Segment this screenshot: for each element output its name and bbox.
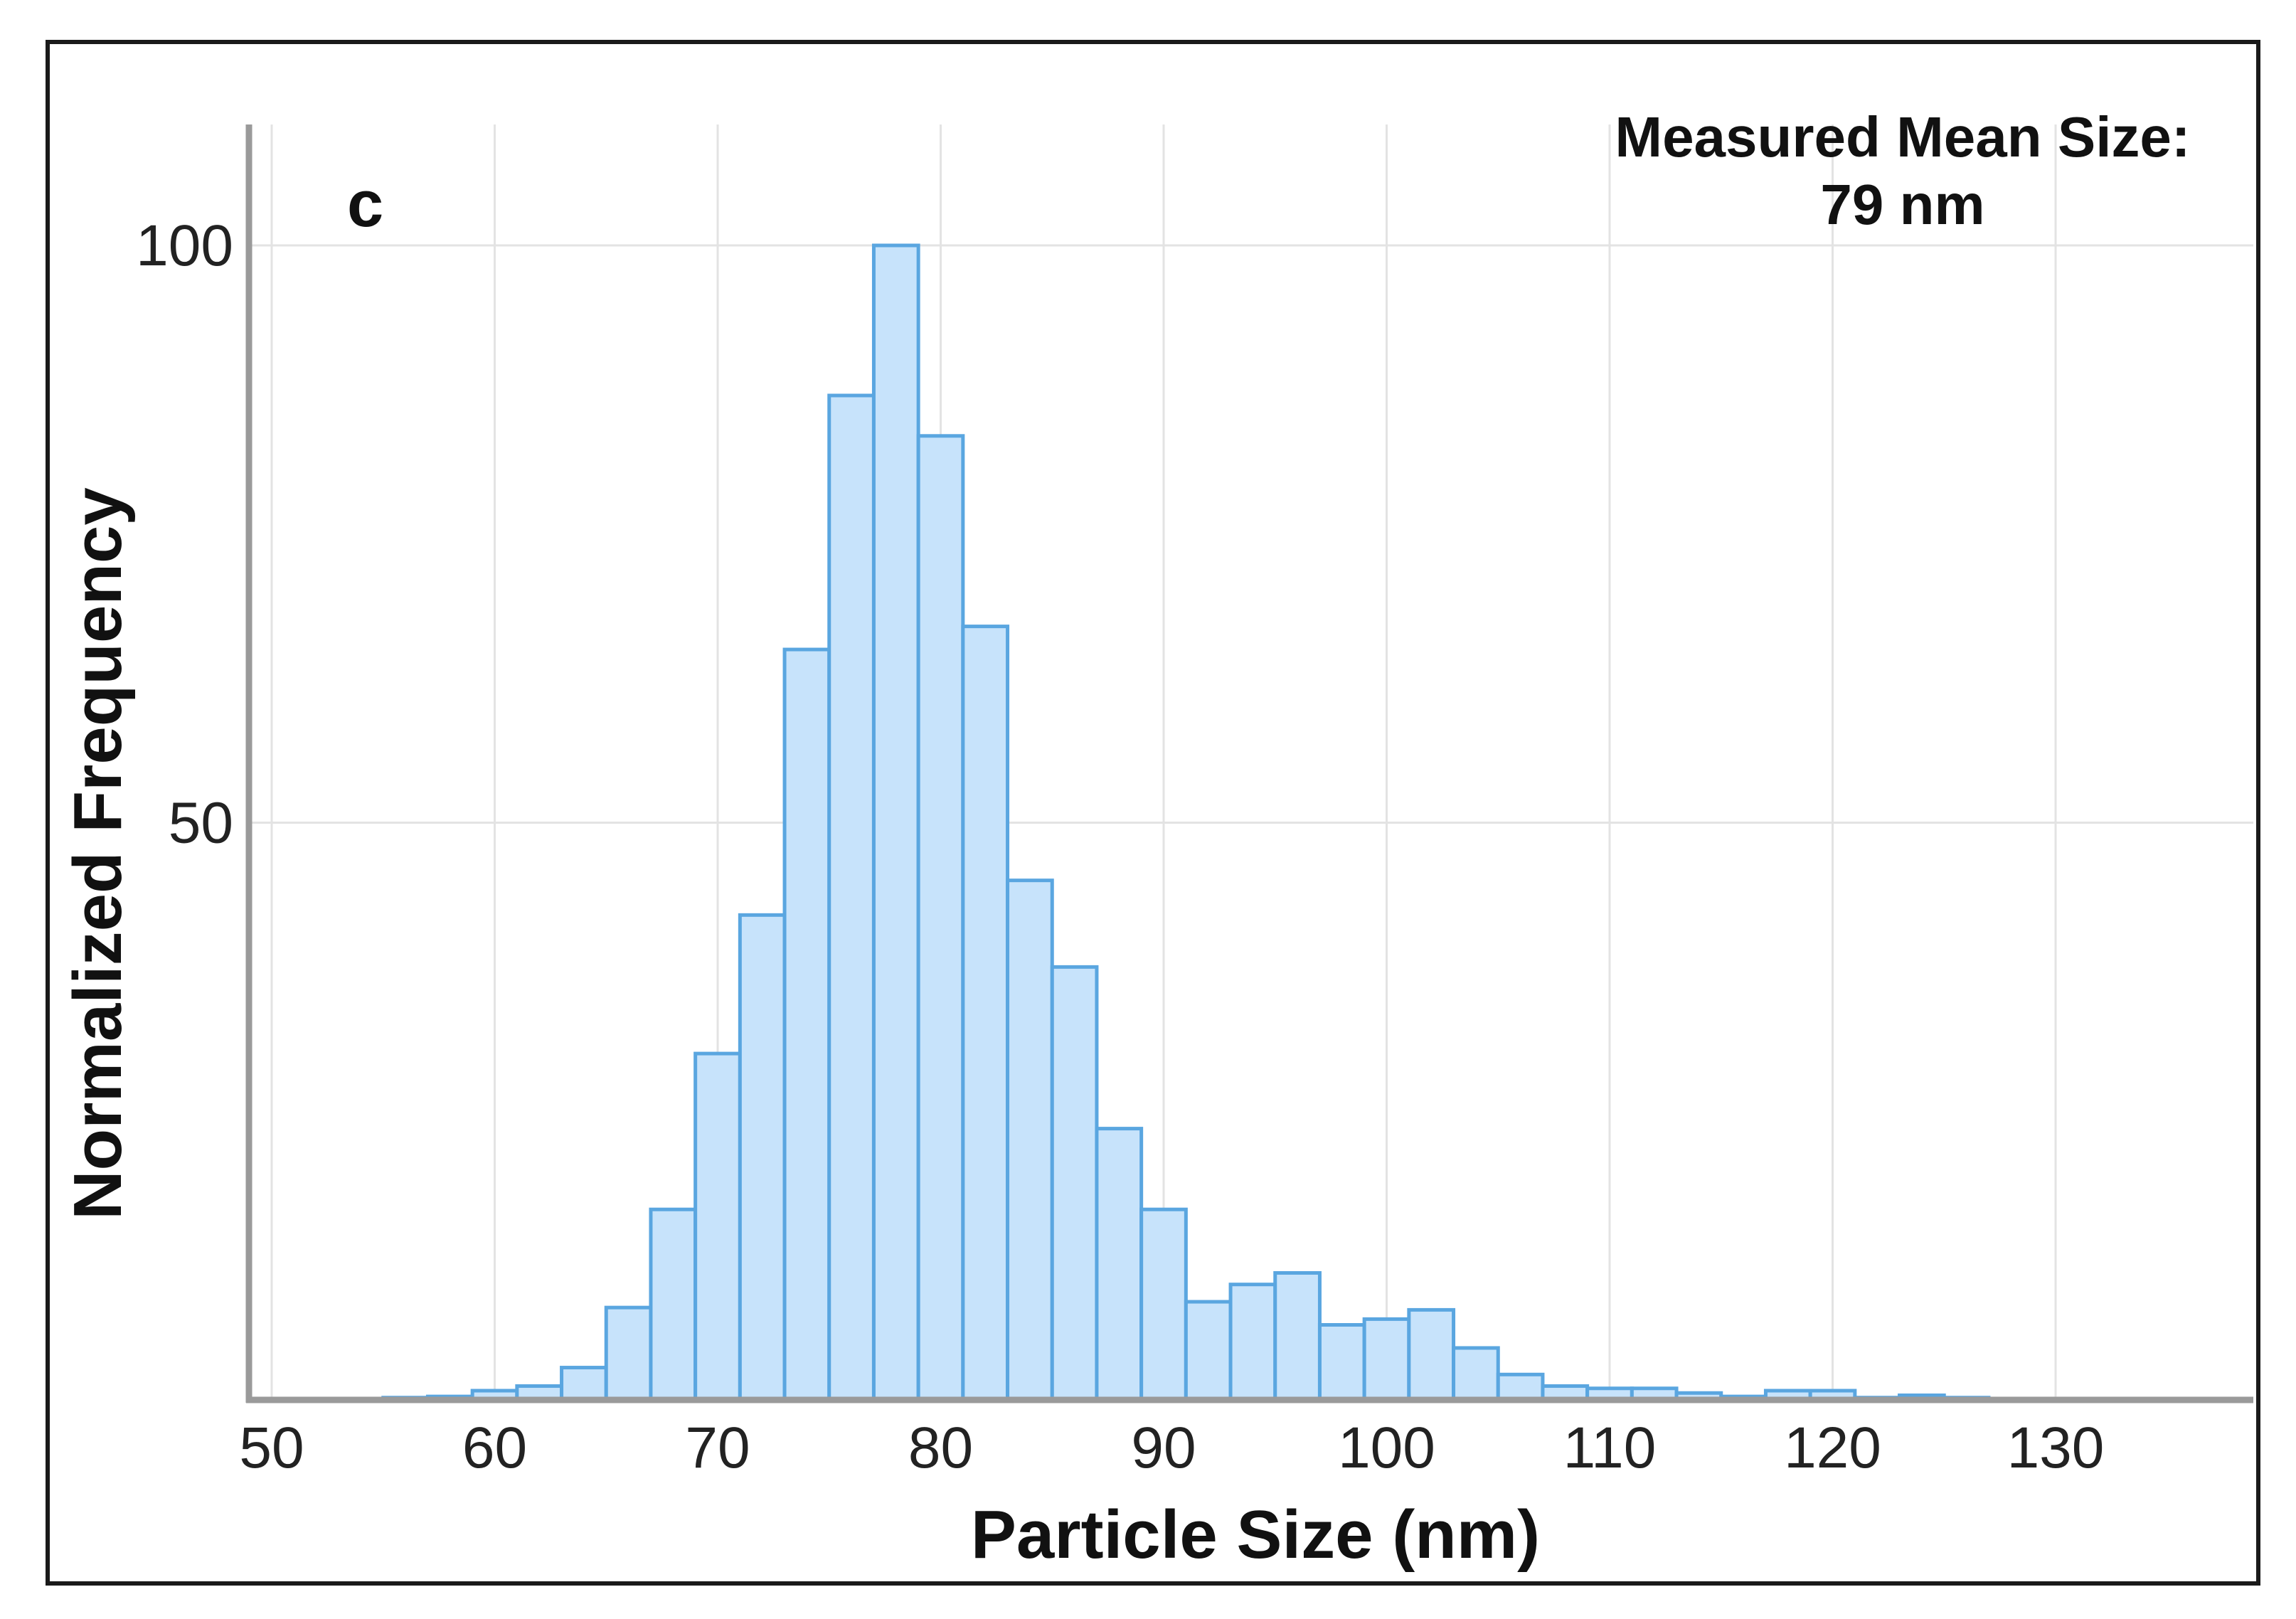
histogram-bar	[827, 393, 876, 1402]
x-tick-label-50: 50	[239, 1416, 304, 1480]
histogram-bar	[560, 1366, 608, 1402]
histogram-bar	[961, 625, 1010, 1402]
x-tick-label-90: 90	[1131, 1416, 1196, 1480]
histogram-bar	[649, 1207, 698, 1402]
histogram-bar	[693, 1051, 742, 1402]
x-tick-label-100: 100	[1338, 1416, 1435, 1480]
histogram-bar	[1273, 1270, 1322, 1402]
histogram-bar	[1095, 1127, 1144, 1402]
figure-frame	[46, 40, 2260, 1586]
histogram-bar	[1006, 878, 1054, 1402]
x-tick-label-120: 120	[1784, 1416, 1881, 1480]
histogram-bar	[1317, 1323, 1366, 1402]
histogram-bar	[1050, 965, 1099, 1402]
histogram-bar	[1496, 1372, 1545, 1402]
histogram-bar	[604, 1305, 653, 1402]
histogram-bar	[916, 434, 965, 1402]
y-axis-label: Normalized Frequency	[60, 487, 136, 1220]
y-tick-label-50: 50	[169, 791, 233, 856]
x-tick-label-80: 80	[908, 1416, 973, 1480]
y-tick-label-100: 100	[136, 213, 233, 278]
x-tick-labels: 50 60 70 80 90 100 110 120 130	[239, 1416, 2104, 1480]
x-tick-label-60: 60	[462, 1416, 527, 1480]
x-axis-label: Particle Size (nm)	[971, 1497, 1540, 1573]
x-tick-label-70: 70	[685, 1416, 750, 1480]
histogram-bar	[1184, 1300, 1233, 1402]
histogram-bar	[1452, 1346, 1500, 1402]
histogram-bar	[1228, 1283, 1277, 1402]
x-tick-label-130: 130	[2007, 1416, 2105, 1480]
histogram-bar	[1407, 1307, 1456, 1402]
histogram-bar	[782, 647, 831, 1402]
annotation-title: Measured Mean Size:	[1615, 105, 2190, 169]
histogram-bar	[738, 913, 787, 1402]
grid-lines	[249, 124, 2253, 1400]
annotation-value: 79 nm	[1820, 173, 1984, 236]
histogram-bar	[1139, 1207, 1188, 1402]
panel-label: c	[347, 168, 383, 240]
y-tick-labels: 50 100	[136, 213, 233, 856]
x-tick-label-110: 110	[1563, 1416, 1657, 1480]
histogram-bar	[871, 243, 920, 1402]
histogram-bar	[1362, 1317, 1411, 1402]
